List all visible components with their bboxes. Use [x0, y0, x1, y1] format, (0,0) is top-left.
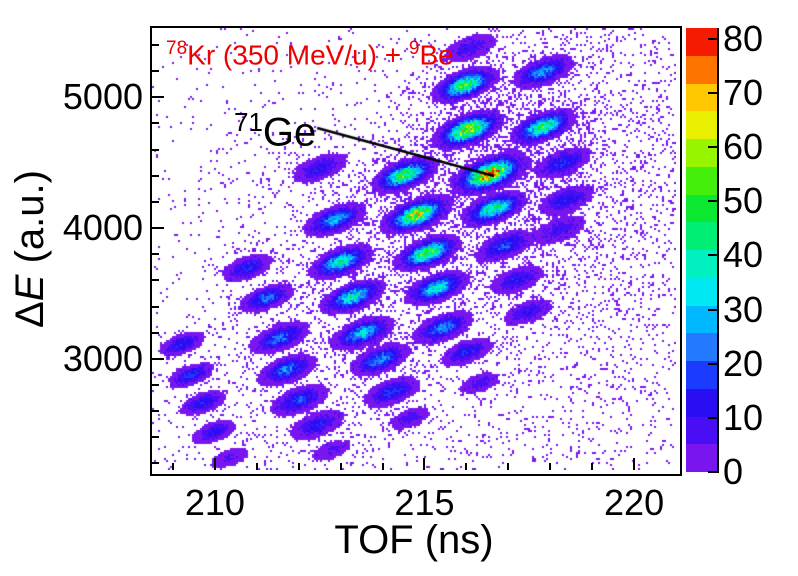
y-minor-tick	[152, 436, 159, 439]
y-minor-tick	[152, 279, 159, 282]
heatmap-canvas	[152, 28, 676, 470]
y-minor-tick	[152, 174, 159, 177]
y-major-tick	[152, 357, 164, 360]
x-minor-tick	[465, 463, 468, 470]
target-mass-number: 9	[408, 38, 420, 59]
target-symbol: Be	[419, 39, 454, 71]
colorbar-band	[686, 333, 717, 361]
colorbar-band	[686, 55, 717, 84]
y-minor-tick	[152, 462, 159, 465]
x-minor-tick	[297, 463, 300, 470]
y-minor-tick	[152, 148, 159, 151]
colorbar-tick	[708, 471, 719, 473]
colorbar-band	[686, 361, 717, 389]
y-minor-tick	[152, 305, 159, 308]
colorbar-tick-label: 70	[723, 71, 764, 113]
isotope-mass-number: 71	[234, 107, 263, 137]
colorbar-tick-label: 40	[723, 234, 764, 276]
colorbar-tick-label: 0	[723, 451, 744, 492]
colorbar-band	[686, 277, 717, 306]
beam-energy: (350 MeV/u) +	[215, 39, 409, 71]
colorbar-band	[686, 166, 717, 195]
x-major-tick	[633, 458, 636, 470]
colorbar-tick-label: 60	[723, 126, 764, 168]
y-minor-tick	[152, 331, 159, 334]
colorbar-band	[686, 83, 717, 112]
y-minor-tick	[152, 410, 159, 413]
x-major-tick	[423, 458, 426, 470]
x-tick-label: 210	[184, 482, 245, 523]
y-axis-symbol: E	[8, 274, 52, 302]
x-axis-title: TOF (ns)	[334, 518, 494, 562]
colorbar-tick	[708, 200, 719, 203]
isotope-annotation: 71Ge	[234, 101, 316, 153]
y-tick-label: 5000	[62, 76, 143, 118]
colorbar-tick-label: 50	[723, 180, 764, 222]
colorbar-tick	[708, 308, 719, 311]
colorbar-tick-label: 10	[723, 396, 764, 438]
colorbar-tick-label: 20	[723, 342, 764, 384]
colorbar	[686, 28, 719, 472]
colorbar-tick	[708, 37, 719, 40]
x-tick-label: 220	[604, 482, 665, 523]
x-minor-tick	[339, 463, 342, 470]
y-tick-label: 4000	[62, 207, 143, 249]
projectile-symbol: Kr	[187, 39, 216, 71]
colorbar-tick	[708, 416, 719, 419]
x-minor-tick	[255, 463, 258, 470]
y-minor-tick	[152, 200, 159, 203]
y-major-tick	[152, 96, 164, 99]
colorbar-tick-label: 30	[723, 288, 764, 330]
colorbar-band	[686, 194, 717, 223]
y-axis-delta: Δ	[8, 301, 52, 328]
x-minor-tick	[171, 463, 174, 470]
x-major-tick	[213, 458, 216, 470]
colorbar-tick-label: 80	[723, 17, 764, 59]
colorbar-tick	[708, 146, 719, 149]
y-minor-tick	[152, 70, 159, 73]
colorbar-tick	[708, 362, 719, 365]
colorbar-band	[686, 111, 717, 139]
y-minor-tick	[152, 253, 159, 256]
reaction-title: 78Kr (350 MeV/u) + 9Be	[166, 34, 454, 70]
x-minor-tick	[381, 463, 384, 470]
projectile-mass-number: 78	[166, 38, 188, 59]
colorbar-tick	[708, 91, 719, 94]
colorbar-band	[686, 416, 717, 445]
y-minor-tick	[152, 384, 159, 386]
colorbar-band	[686, 139, 717, 167]
colorbar-band	[686, 444, 717, 472]
y-minor-tick	[152, 122, 159, 125]
y-major-tick	[152, 227, 164, 230]
x-tick-label: 215	[394, 482, 455, 523]
y-tick-label: 3000	[62, 337, 143, 379]
y-minor-tick	[152, 44, 159, 46]
isotope-symbol: Ge	[262, 110, 317, 155]
x-minor-tick	[549, 463, 552, 470]
colorbar-band	[686, 28, 717, 56]
x-minor-tick	[591, 463, 594, 470]
colorbar-band	[686, 222, 717, 250]
colorbar-band	[686, 388, 717, 417]
x-minor-tick	[507, 463, 510, 470]
colorbar-tick	[708, 254, 719, 257]
